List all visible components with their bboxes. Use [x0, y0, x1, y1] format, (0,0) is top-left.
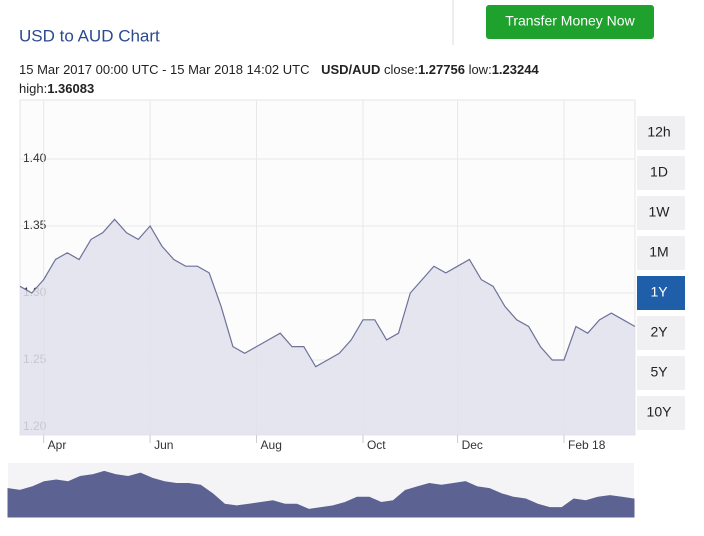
y-tick-label: 1.35 — [23, 218, 47, 232]
range-buttons: 12h 1D 1W 1M 1Y 2Y 5Y 10Y — [637, 116, 685, 430]
range-button-label[interactable]: 5Y — [650, 364, 668, 380]
range-button[interactable]: 1Y — [637, 276, 685, 310]
transfer-button[interactable]: Transfer Money Now — [486, 5, 654, 39]
range-button-bg[interactable] — [637, 156, 685, 190]
range-button-label[interactable]: 10Y — [647, 404, 673, 420]
range-button-label[interactable]: 1Y — [650, 284, 668, 300]
range-button-bg[interactable] — [637, 236, 685, 270]
chart-title: USD to AUD Chart — [19, 26, 160, 45]
x-tick-label: Apr — [48, 438, 67, 452]
range-button[interactable]: 2Y — [637, 316, 685, 350]
range-button-label[interactable]: 1D — [650, 164, 668, 180]
range-button-label[interactable]: 1W — [649, 204, 671, 220]
range-button-label[interactable]: 2Y — [650, 324, 668, 340]
range-button-bg[interactable] — [637, 276, 685, 310]
range-button-label[interactable]: 12h — [647, 124, 670, 140]
range-button[interactable]: 12h — [637, 116, 685, 150]
range-button-bg[interactable] — [637, 116, 685, 150]
stat-value: 1.36083 — [47, 81, 94, 96]
x-tick-label: Feb 18 — [568, 438, 606, 452]
range-button[interactable]: 1M — [637, 236, 685, 270]
range-button[interactable]: 10Y — [637, 396, 685, 430]
pair: USD/AUD — [321, 62, 380, 77]
stat-value: 1.23244 — [492, 62, 540, 77]
range-button-bg[interactable] — [637, 396, 685, 430]
x-tick-label: Jun — [154, 438, 173, 452]
y-tick-label: 1.40 — [23, 151, 47, 165]
x-tick-label: Aug — [261, 438, 282, 452]
range-button[interactable]: 5Y — [637, 356, 685, 390]
range-button-label[interactable]: 1M — [649, 244, 668, 260]
area-fill — [20, 219, 635, 435]
button-bg[interactable] — [486, 5, 654, 39]
range-button-bg[interactable] — [637, 356, 685, 390]
button-label[interactable]: Transfer Money Now — [505, 13, 635, 29]
range-button[interactable]: 1W — [637, 196, 685, 230]
x-tick-label: Oct — [367, 438, 386, 452]
range-button[interactable]: 1D — [637, 156, 685, 190]
range-button-bg[interactable] — [637, 196, 685, 230]
navigator-area — [7, 470, 635, 518]
info-line: 15 Mar 2017 00:00 UTC - 15 Mar 2018 14:0… — [19, 62, 539, 77]
stat-label: close: — [384, 62, 418, 77]
stat-label: low: — [469, 62, 492, 77]
info-line: high:1.36083 — [19, 81, 94, 96]
range-button-bg[interactable] — [637, 316, 685, 350]
stat-label: high: — [19, 81, 47, 96]
period: 15 Mar 2017 00:00 UTC - 15 Mar 2018 14:0… — [19, 62, 309, 77]
x-tick-label: Dec — [462, 438, 483, 452]
navigator-series — [7, 470, 635, 518]
stat-value: 1.27756 — [418, 62, 465, 77]
price-line — [19, 218, 636, 368]
